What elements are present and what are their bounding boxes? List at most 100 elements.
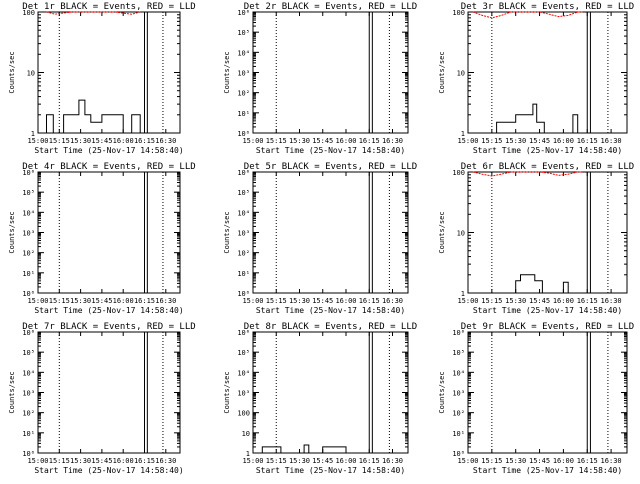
x-tick-label: 15:45: [312, 457, 333, 465]
x-axis-label: Start Time (25-Nov-17 14:58:40): [473, 306, 622, 315]
plot-title: Det 2r BLACK = Events, RED = LLD: [244, 2, 417, 12]
y-tick-label: 10¹: [22, 270, 35, 278]
y-axis-label: Counts/sec: [223, 371, 231, 413]
x-tick-label: 15:00: [457, 457, 478, 465]
x-tick-label: 15:45: [312, 137, 333, 145]
y-tick-label: 10²: [237, 250, 250, 258]
x-tick-label: 16:00: [553, 457, 574, 465]
y-tick-label: 10⁰: [22, 290, 35, 298]
x-tick-label: 15:15: [49, 297, 70, 305]
x-tick-label: 16:00: [335, 457, 356, 465]
x-axis-label: Start Time (25-Nov-17 14:58:40): [34, 466, 183, 475]
x-tick-label: 16:00: [553, 137, 574, 145]
x-tick-label: 15:15: [481, 137, 502, 145]
y-axis-label: Counts/sec: [223, 51, 231, 93]
x-tick-label: 15:45: [91, 137, 112, 145]
plot-title: Det 7r BLACK = Events, RED = LLD: [22, 322, 195, 332]
y-tick-label: 10²: [22, 410, 35, 418]
x-tick-label: 15:45: [91, 297, 112, 305]
y-tick-label: 1: [461, 290, 465, 298]
x-tick-label: 15:30: [505, 137, 526, 145]
x-tick-label: 16:15: [134, 297, 155, 305]
x-tick-label: 16:00: [113, 457, 134, 465]
plot-title: Det 8r BLACK = Events, RED = LLD: [244, 322, 417, 332]
x-tick-label: 15:30: [70, 137, 91, 145]
x-tick-label: 15:15: [49, 457, 70, 465]
y-tick-label: 10¹: [452, 430, 465, 438]
y-tick-label: 100: [22, 9, 35, 17]
y-axis-label: Counts/sec: [8, 211, 16, 253]
y-tick-label: 10⁵: [22, 349, 35, 357]
events-series: [468, 274, 588, 294]
x-tick-label: 15:00: [27, 137, 48, 145]
x-tick-label: 16:00: [553, 297, 574, 305]
y-axis-label: Counts/sec: [438, 51, 446, 93]
y-tick-label: 10⁰: [237, 290, 250, 298]
y-tick-label: 10⁴: [237, 369, 250, 377]
x-axis-label: Start Time (25-Nov-17 14:58:40): [256, 466, 405, 475]
x-tick-label: 15:00: [242, 457, 263, 465]
y-tick-label: 10⁶: [237, 9, 250, 17]
y-tick-label: 100: [452, 169, 465, 177]
y-tick-label: 10²: [237, 90, 250, 98]
x-tick-label: 15:30: [289, 137, 310, 145]
x-tick-label: 16:15: [577, 137, 598, 145]
x-tick-label: 15:00: [457, 297, 478, 305]
y-tick-label: 10⁰: [22, 450, 35, 458]
x-tick-label: 15:15: [266, 297, 287, 305]
plot-title: Det 5r BLACK = Events, RED = LLD: [244, 162, 417, 172]
x-tick-label: 15:15: [266, 137, 287, 145]
y-axis-label: Counts/sec: [223, 211, 231, 253]
y-tick-label: 10¹: [237, 270, 250, 278]
x-tick-label: 16:30: [382, 137, 403, 145]
x-tick-label: 15:30: [505, 457, 526, 465]
x-tick-label: 15:45: [529, 457, 550, 465]
y-tick-label: 10¹: [22, 430, 35, 438]
y-tick-label: 10⁶: [22, 169, 35, 177]
y-tick-label: 10⁵: [237, 189, 250, 197]
y-tick-label: 10⁴: [237, 49, 250, 57]
x-tick-label: 16:00: [335, 297, 356, 305]
plot-title: Det 4r BLACK = Events, RED = LLD: [22, 162, 195, 172]
x-tick-label: 15:15: [266, 457, 287, 465]
x-axis-label: Start Time (25-Nov-17 14:58:40): [256, 306, 405, 315]
x-tick-label: 15:30: [289, 457, 310, 465]
x-axis-label: Start Time (25-Nov-17 14:58:40): [256, 146, 405, 155]
y-tick-label: 10³: [452, 390, 465, 398]
events-series: [253, 444, 370, 454]
x-tick-label: 16:30: [155, 137, 176, 145]
y-axis-label: Counts/sec: [8, 51, 16, 93]
y-tick-label: 10: [242, 430, 250, 438]
x-tick-label: 15:45: [529, 137, 550, 145]
y-tick-label: 1: [246, 450, 250, 458]
x-tick-label: 16:15: [577, 297, 598, 305]
x-tick-label: 16:00: [113, 137, 134, 145]
y-tick-label: 10³: [237, 230, 250, 238]
y-tick-label: 10: [457, 70, 465, 78]
y-tick-label: 10³: [237, 70, 250, 78]
x-tick-label: 15:30: [70, 457, 91, 465]
x-tick-label: 16:30: [382, 457, 403, 465]
y-axis-label: Counts/sec: [438, 371, 446, 413]
y-tick-label: 10³: [22, 390, 35, 398]
x-tick-label: 15:00: [457, 137, 478, 145]
y-tick-label: 10⁴: [452, 369, 465, 377]
y-tick-label: 10²: [22, 250, 35, 258]
x-axis-label: Start Time (25-Nov-17 14:58:40): [473, 146, 622, 155]
x-tick-label: 16:30: [601, 457, 622, 465]
x-tick-label: 15:30: [505, 297, 526, 305]
x-tick-label: 15:30: [70, 297, 91, 305]
x-tick-label: 15:45: [91, 457, 112, 465]
lld-series: [46, 11, 141, 15]
x-axis-label: Start Time (25-Nov-17 14:58:40): [473, 466, 622, 475]
y-tick-label: 10⁶: [452, 329, 465, 337]
plot-title: Det 9r BLACK = Events, RED = LLD: [461, 322, 634, 332]
x-tick-label: 15:00: [27, 457, 48, 465]
lld-series: [472, 171, 583, 177]
x-tick-label: 15:00: [242, 137, 263, 145]
x-axis-label: Start Time (25-Nov-17 14:58:40): [34, 306, 183, 315]
x-tick-label: 15:30: [289, 297, 310, 305]
x-tick-label: 16:15: [359, 137, 380, 145]
x-tick-label: 16:15: [577, 457, 598, 465]
